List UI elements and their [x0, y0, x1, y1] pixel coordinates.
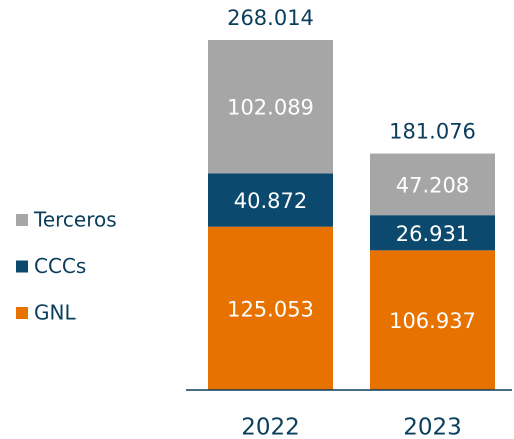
- data-label: 102.089: [227, 96, 314, 120]
- legend-swatch: [16, 214, 28, 226]
- data-label: 26.931: [396, 222, 469, 246]
- data-label: 40.872: [234, 189, 307, 213]
- data-label: 47.208: [396, 173, 469, 197]
- bar-segment: [208, 173, 333, 227]
- x-tick-label: 2023: [403, 415, 462, 439]
- bar-segment: [208, 226, 333, 390]
- data-label: 125.053: [227, 297, 314, 321]
- legend-label: CCCs: [34, 254, 86, 278]
- total-label: 181.076: [389, 120, 476, 144]
- bar-segment: [370, 250, 495, 390]
- bar-segment: [208, 40, 333, 174]
- data-label: 106.937: [389, 309, 476, 333]
- legend-swatch: [16, 260, 28, 273]
- total-label: 268.014: [227, 6, 314, 30]
- x-tick-label: 2022: [241, 415, 300, 439]
- legend-label: Terceros: [33, 208, 117, 232]
- bar-segment: [370, 153, 495, 216]
- bar-segment: [370, 215, 495, 251]
- legend-swatch: [16, 307, 28, 319]
- legend-label: GNL: [34, 301, 76, 325]
